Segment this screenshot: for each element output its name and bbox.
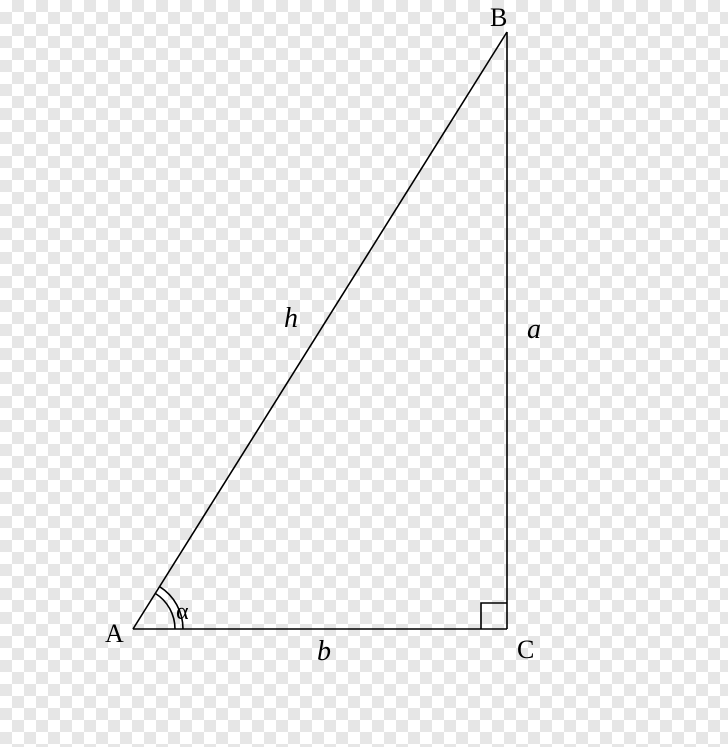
vertex-label-c: C xyxy=(517,635,534,664)
vertex-label-a: A xyxy=(105,619,124,648)
triangle-diagram: A B C h a b α xyxy=(0,0,728,747)
triangle-lines xyxy=(133,32,507,629)
angle-label-alpha: α xyxy=(176,599,189,625)
vertex-label-b: B xyxy=(490,3,507,32)
right-angle-marker xyxy=(481,603,507,629)
side-label-h: h xyxy=(284,303,298,334)
side-label-b: b xyxy=(317,636,331,667)
side-label-a: a xyxy=(527,314,541,345)
